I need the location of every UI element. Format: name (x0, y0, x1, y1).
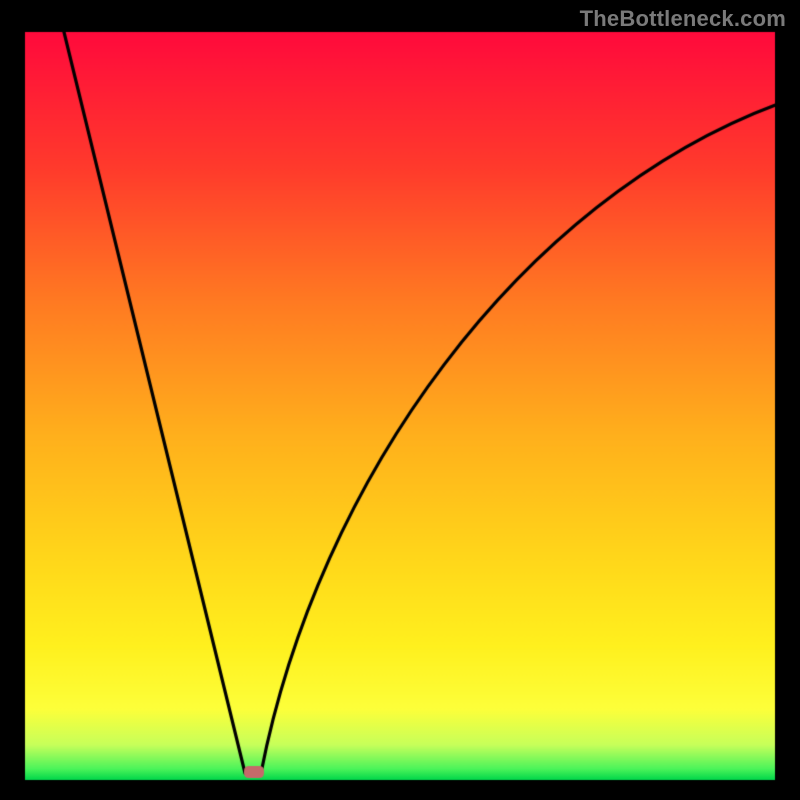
bottleneck-chart-canvas (0, 0, 800, 800)
chart-container: TheBottleneck.com (0, 0, 800, 800)
